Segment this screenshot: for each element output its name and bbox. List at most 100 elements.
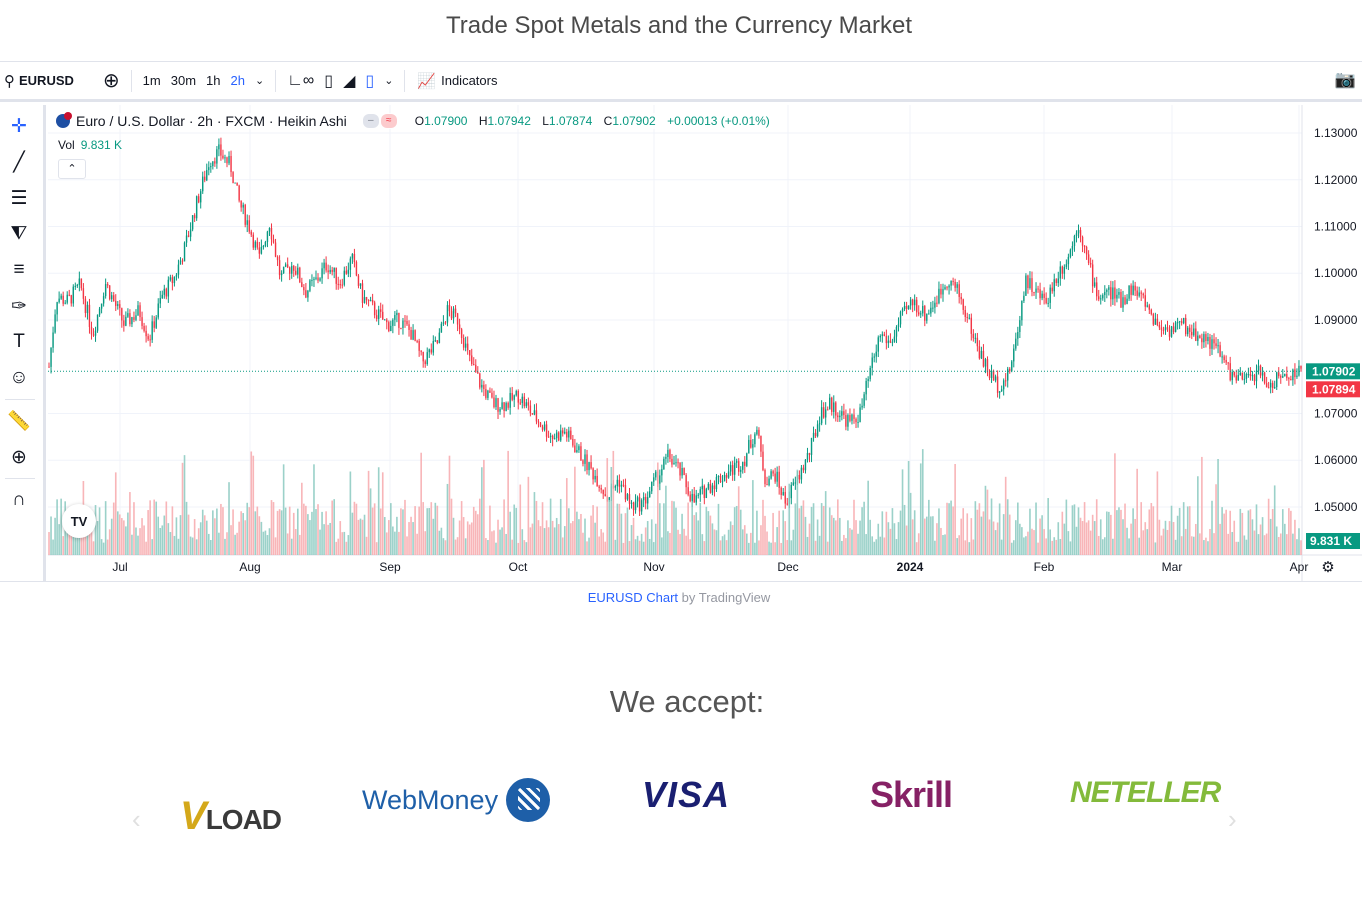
candle-body (756, 429, 758, 435)
volume-bar (292, 512, 295, 555)
text-icon[interactable]: T (13, 331, 25, 352)
volume-bar (201, 509, 204, 555)
volume-bar (644, 527, 647, 555)
candle-body (333, 267, 335, 272)
candle-body (270, 227, 273, 240)
candle-body (1075, 233, 1078, 236)
chart-area[interactable]: 1.13000 1.12000 1.11000 1.10000 1.09000 1.070… (48, 105, 1362, 581)
eurusd-chart-link[interactable]: EURUSD Chart (587, 590, 679, 605)
volume-bar (68, 532, 71, 555)
volume-bar (849, 528, 851, 555)
candle-body (877, 337, 879, 352)
price-chart[interactable]: 1.13000 1.12000 1.11000 1.10000 1.09000 1.070… (48, 105, 1362, 581)
minus-icon[interactable]: – (362, 114, 379, 128)
candle-body (881, 334, 884, 336)
candle-body (687, 487, 689, 495)
interval-30m[interactable]: 30m (170, 73, 197, 88)
horizontal-lines-icon[interactable]: ☰ (10, 187, 28, 209)
candle-body (384, 319, 386, 321)
tradingview-logo[interactable]: TV (62, 504, 96, 538)
candle-body (831, 397, 833, 412)
legend-title: Euro / U.S. Dollar · 2h · FXCM · Heikin … (76, 113, 347, 129)
candle-body (566, 431, 568, 438)
candle-body (695, 495, 697, 503)
volume-bar (600, 529, 602, 555)
volume-bar (161, 525, 164, 555)
approx-icon[interactable]: ≈ (380, 114, 397, 128)
volume-bar (792, 529, 795, 555)
interval-2h[interactable]: 2h (230, 73, 245, 88)
candle-body (167, 279, 170, 297)
volume-bar (887, 522, 890, 555)
area-icon[interactable]: ◢ (343, 72, 356, 90)
candle-body (1007, 368, 1009, 381)
candle-body (1081, 236, 1084, 246)
indicators-button[interactable]: 📈 Indicators (411, 66, 503, 96)
volume-bar (365, 536, 368, 555)
candle-body (938, 288, 940, 304)
interval-1h[interactable]: 1h (206, 73, 221, 88)
candle-body (509, 393, 511, 408)
volume-bar (648, 538, 651, 555)
volume-bar (565, 478, 568, 555)
volume-bar (944, 534, 946, 555)
candle-body (48, 366, 50, 368)
compare-add-icon[interactable]: ⊕ (102, 70, 120, 92)
brush-icon[interactable]: ✑ (11, 295, 27, 317)
candle-body (238, 185, 240, 201)
volume-bar (938, 508, 940, 555)
volume-bar (325, 511, 327, 555)
zoom-in-icon[interactable]: ⊕ (11, 446, 27, 468)
candle-body (669, 449, 671, 459)
volume-bar (62, 536, 64, 555)
interval-1m[interactable]: 1m (142, 73, 161, 88)
volume-bar (1286, 534, 1288, 555)
candle-body (218, 144, 220, 150)
volume-bar (248, 507, 251, 555)
volume-bar (373, 503, 376, 555)
candle-body (760, 435, 762, 452)
candle-body (1089, 262, 1092, 265)
emoji-icon[interactable]: ☺ (9, 367, 29, 388)
candle-body (604, 494, 606, 497)
candle-body (497, 398, 499, 412)
camera-icon[interactable]: 📷 (1334, 70, 1356, 89)
chevron-down-icon[interactable]: ⌄ (254, 75, 265, 87)
ruler-icon[interactable]: 📏 (7, 411, 31, 432)
volume-bar (286, 533, 289, 555)
candle-body (1164, 327, 1167, 331)
chevron-right-icon[interactable]: › (1228, 804, 1237, 834)
volume-bar (402, 509, 404, 555)
volume-bar (756, 510, 758, 555)
symbol-search[interactable]: ⚲ EURUSD (0, 66, 80, 96)
candle-body (119, 304, 121, 309)
candle-body (303, 287, 305, 291)
volume-bar (303, 503, 305, 555)
heikin-ashi-icon[interactable]: ▯ (365, 72, 375, 90)
collapse-legend-button[interactable]: ⌃ (58, 159, 86, 179)
volume-bar (998, 503, 1001, 555)
volume-bar (764, 515, 766, 555)
fib-retracement-icon[interactable]: ≡ (13, 259, 25, 280)
volume-bar (276, 510, 279, 555)
pattern-icon[interactable]: ⧨ (10, 223, 28, 244)
chevron-down-icon[interactable]: ⌄ (384, 75, 394, 87)
volume-bar (410, 516, 412, 555)
candles-icon[interactable]: ▯ (324, 72, 334, 90)
candle-body (871, 357, 873, 368)
volume-bar (499, 529, 501, 555)
last-price-tag (1306, 363, 1360, 380)
crosshair-icon[interactable]: ✛ (11, 115, 27, 137)
bars-icon[interactable]: ∟∞ (287, 71, 315, 89)
candle-body (264, 241, 267, 247)
chevron-left-icon[interactable]: ‹ (132, 804, 141, 834)
volume-bar (1152, 506, 1155, 555)
candle-body (1112, 287, 1114, 300)
volume-bar (1158, 519, 1161, 555)
trend-line-icon[interactable]: ╱ (13, 151, 25, 173)
volume-bar (926, 516, 928, 555)
volume-tag-label: 9.831 K (1310, 534, 1352, 548)
volume-bar (968, 542, 971, 555)
magnet-icon[interactable]: ∩ (12, 489, 26, 510)
volume-bar (972, 539, 975, 555)
